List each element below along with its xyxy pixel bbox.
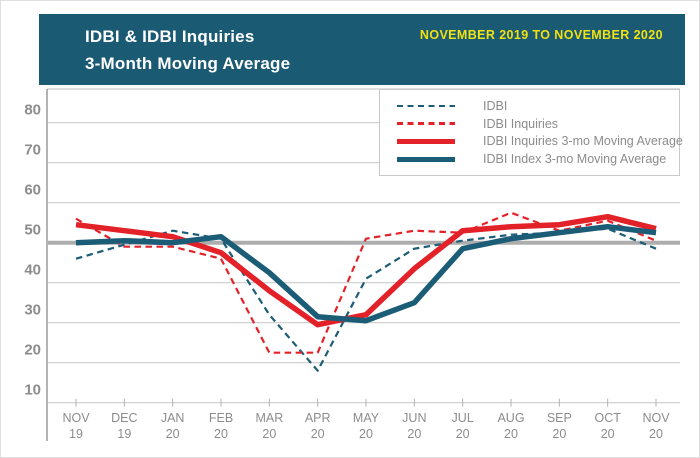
x-label-month: NOV [62, 411, 90, 425]
y-tick-label-20: 20 [24, 342, 41, 359]
x-label-month: JUN [402, 411, 426, 425]
y-tick-label-40: 40 [24, 262, 41, 279]
x-label-month: MAR [255, 411, 283, 425]
x-label-year: 19 [117, 427, 131, 441]
x-label-month: JUL [452, 411, 474, 425]
y-tick-label-30: 30 [24, 302, 41, 319]
chart-title-line1: IDBI & IDBI Inquiries [85, 26, 255, 46]
legend-label: IDBI Inquiries [483, 116, 559, 131]
legend-label: IDBI Index 3-mo Moving Average [483, 152, 667, 167]
x-label-year: 20 [601, 427, 615, 441]
series-idbi [75, 227, 657, 372]
x-label-year: 20 [504, 427, 518, 441]
x-label-year: 20 [166, 427, 180, 441]
chart-title: IDBI & IDBI Inquiries 3-Month Moving Ave… [85, 23, 290, 77]
legend: IDBI IDBI Inquiries IDBI Inquiries 3-mo … [379, 89, 683, 176]
x-label-month: SEP [547, 411, 572, 425]
legend-swatch-dashed-red [397, 122, 455, 125]
x-label-month: APR [305, 411, 331, 425]
legend-item-idbi: IDBI [397, 99, 669, 113]
x-label-year: 20 [407, 427, 421, 441]
y-tick-label-60: 60 [24, 182, 41, 199]
x-label-year: 20 [649, 427, 663, 441]
series-idbi-index-3-mo-moving-average [75, 223, 657, 324]
x-label-year: 20 [214, 427, 228, 441]
legend-label: IDBI Inquiries 3-mo Moving Average [483, 134, 683, 149]
legend-swatch-dashed-teal [397, 104, 455, 108]
x-label-month: AUG [497, 411, 524, 425]
legend-label: IDBI [483, 98, 508, 113]
y-tick-label-10: 10 [24, 382, 41, 399]
y-tick-label-50: 50 [24, 222, 41, 239]
x-label-month: OCT [594, 411, 621, 425]
x-label-month: MAY [353, 411, 380, 425]
x-label-month: DEC [111, 411, 137, 425]
x-label-year: 20 [311, 427, 325, 441]
y-tick-label-80: 80 [24, 102, 41, 119]
legend-item-inquiries-ma: IDBI Inquiries 3-mo Moving Average [397, 134, 683, 148]
series-idbi-inquiries-3-mo-moving-average [75, 213, 657, 328]
x-label-year: 20 [262, 427, 276, 441]
legend-swatch-solid-teal [397, 156, 455, 162]
x-label-month: JAN [161, 411, 185, 425]
x-label-year: 20 [359, 427, 373, 441]
legend-swatch-solid-red [397, 138, 455, 144]
x-label-year: 20 [552, 427, 566, 441]
legend-item-idbi-inquiries: IDBI Inquiries [397, 117, 669, 131]
header-banner: IDBI & IDBI Inquiries 3-Month Moving Ave… [39, 14, 685, 85]
x-label-month: NOV [642, 411, 670, 425]
x-label-month: FEB [209, 411, 233, 425]
y-tick-label-70: 70 [24, 142, 41, 159]
legend-item-index-ma: IDBI Index 3-mo Moving Average [397, 152, 669, 166]
x-label-year: 19 [69, 427, 83, 441]
chart-title-line2: 3-Month Moving Average [85, 53, 291, 73]
x-label-year: 20 [456, 427, 470, 441]
chart-date-range: NOVEMBER 2019 TO NOVEMBER 2020 [419, 28, 663, 42]
